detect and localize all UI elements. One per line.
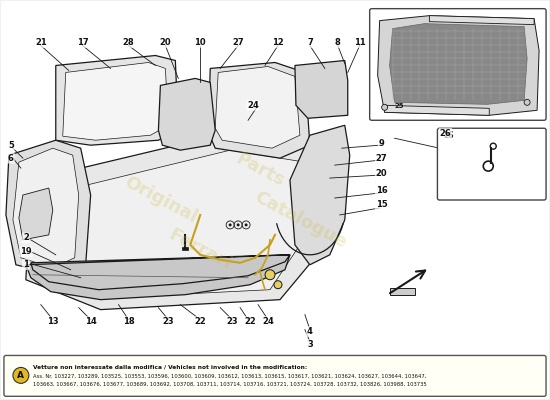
Text: 13: 13 [47,317,59,326]
Polygon shape [430,16,534,25]
Polygon shape [290,125,350,265]
Text: 24: 24 [247,101,259,110]
Text: 16: 16 [376,186,388,194]
Circle shape [382,104,388,110]
Text: 20: 20 [376,168,387,178]
Text: Original: Original [121,173,200,227]
FancyBboxPatch shape [370,9,546,120]
Bar [182,247,188,250]
Circle shape [13,368,29,383]
Polygon shape [295,60,348,118]
Text: 26: 26 [443,131,454,140]
Polygon shape [389,288,415,295]
Circle shape [236,224,240,226]
Polygon shape [158,78,215,150]
Text: 22: 22 [244,317,256,326]
Text: 11: 11 [354,38,366,47]
Polygon shape [63,62,168,140]
Text: 1: 1 [23,260,29,269]
FancyBboxPatch shape [4,356,546,396]
Text: 10: 10 [195,38,206,47]
Text: 22: 22 [194,317,206,326]
Polygon shape [13,148,79,268]
Polygon shape [19,188,53,240]
Circle shape [274,281,282,289]
Text: 23: 23 [163,317,174,326]
Text: 27: 27 [232,38,244,47]
Text: Catalogue: Catalogue [251,188,349,252]
Text: 24: 24 [262,317,274,326]
Text: 28: 28 [123,38,134,47]
Polygon shape [26,130,330,310]
Text: Ferrari: Ferrari [166,226,235,274]
Circle shape [265,270,275,280]
Text: 8: 8 [335,38,340,47]
FancyBboxPatch shape [437,128,546,200]
Polygon shape [378,16,539,115]
Text: 4: 4 [307,327,313,336]
Polygon shape [389,24,527,104]
Text: 3: 3 [307,340,313,349]
Text: A: A [18,371,24,380]
Polygon shape [208,62,310,158]
Polygon shape [39,150,310,298]
Polygon shape [56,56,178,145]
Polygon shape [215,66,300,148]
Text: 21: 21 [35,38,47,47]
Text: 6: 6 [8,154,14,163]
Text: 26: 26 [439,129,452,138]
Text: 12: 12 [272,38,284,47]
Text: 19: 19 [20,247,32,256]
Text: 23: 23 [227,317,238,326]
Text: Ass. Nr. 103227, 103289, 103525, 103553, 103596, 103600, 103609, 103612, 103613,: Ass. Nr. 103227, 103289, 103525, 103553,… [33,373,426,378]
Circle shape [229,224,232,226]
Circle shape [524,99,530,105]
Text: 5: 5 [8,141,14,150]
Text: 25: 25 [394,103,404,109]
Text: 14: 14 [85,317,96,326]
Text: 18: 18 [123,317,134,326]
Text: 2: 2 [23,233,29,242]
Text: 103663, 103667, 103676, 103677, 103689, 103692, 103708, 103711, 103714, 103716, : 103663, 103667, 103676, 103677, 103689, … [33,381,427,386]
Text: 9: 9 [379,139,384,148]
Polygon shape [6,140,91,275]
Polygon shape [384,105,490,115]
Text: 7: 7 [307,38,313,47]
Text: 20: 20 [160,38,171,47]
Text: 27: 27 [376,154,387,163]
Text: Vetture non interessate dalla modifica / Vehicles not involved in the modificati: Vetture non interessate dalla modifica /… [33,364,307,370]
Text: 15: 15 [376,200,388,210]
Polygon shape [26,255,290,300]
Text: Parts: Parts [233,150,288,190]
Text: 17: 17 [77,38,89,47]
Circle shape [245,224,248,226]
